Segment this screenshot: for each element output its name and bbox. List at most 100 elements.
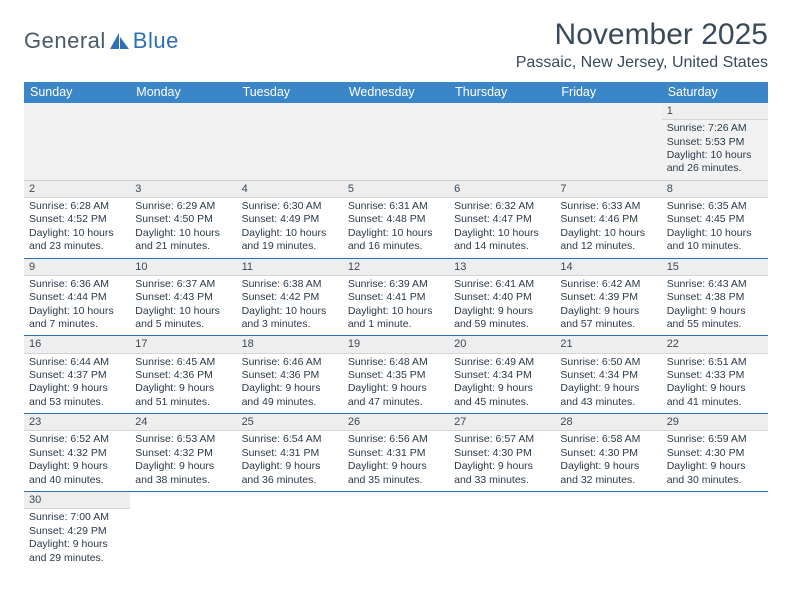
calendar-cell: 30Sunrise: 7:00 AMSunset: 4:29 PMDayligh… (24, 492, 130, 569)
day-detail-line: Sunrise: 6:59 AM (667, 433, 763, 446)
day-detail-line: Sunset: 4:34 PM (560, 369, 656, 382)
calendar-cell-empty (555, 492, 661, 569)
day-detail-line: and 30 minutes. (667, 474, 763, 487)
day-detail-line: Sunset: 4:45 PM (667, 213, 763, 226)
day-number: 24 (130, 414, 236, 431)
day-detail-line: Daylight: 10 hours (454, 227, 550, 240)
day-detail-line: and 38 minutes. (135, 474, 231, 487)
calendar-header-row: SundayMondayTuesdayWednesdayThursdayFrid… (24, 82, 768, 103)
day-detail-line: and 7 minutes. (29, 318, 125, 331)
calendar-cell: 24Sunrise: 6:53 AMSunset: 4:32 PMDayligh… (130, 414, 236, 491)
day-detail-line: and 55 minutes. (667, 318, 763, 331)
day-detail-line: and 45 minutes. (454, 396, 550, 409)
day-header: Monday (130, 82, 236, 103)
day-detail-line: and 53 minutes. (29, 396, 125, 409)
calendar-cell: 5Sunrise: 6:31 AMSunset: 4:48 PMDaylight… (343, 181, 449, 258)
day-detail-line: Sunset: 4:33 PM (667, 369, 763, 382)
calendar-week: 23Sunrise: 6:52 AMSunset: 4:32 PMDayligh… (24, 414, 768, 492)
day-number: 10 (130, 259, 236, 276)
day-number: 18 (237, 336, 343, 353)
day-detail-line: and 5 minutes. (135, 318, 231, 331)
day-detail-line: Sunrise: 6:53 AM (135, 433, 231, 446)
day-number: 6 (449, 181, 555, 198)
day-detail-line: and 19 minutes. (242, 240, 338, 253)
day-number: 30 (24, 492, 130, 509)
day-number: 26 (343, 414, 449, 431)
day-detail-line: Sunset: 4:46 PM (560, 213, 656, 226)
calendar-week: 1Sunrise: 7:26 AMSunset: 5:53 PMDaylight… (24, 103, 768, 181)
day-number: 14 (555, 259, 661, 276)
day-detail-line: Sunrise: 6:29 AM (135, 200, 231, 213)
day-detail-line: and 59 minutes. (454, 318, 550, 331)
day-detail-line: Sunset: 4:36 PM (242, 369, 338, 382)
day-number: 17 (130, 336, 236, 353)
calendar-cell: 11Sunrise: 6:38 AMSunset: 4:42 PMDayligh… (237, 259, 343, 336)
day-number: 25 (237, 414, 343, 431)
day-detail-line: Sunset: 4:30 PM (667, 447, 763, 460)
month-title: November 2025 (516, 18, 768, 52)
day-number: 22 (662, 336, 768, 353)
day-detail-line: and 1 minute. (348, 318, 444, 331)
day-detail-line: Daylight: 9 hours (242, 460, 338, 473)
day-detail-line: Daylight: 10 hours (29, 227, 125, 240)
day-number: 16 (24, 336, 130, 353)
day-detail-line: Daylight: 9 hours (560, 460, 656, 473)
calendar-cell: 22Sunrise: 6:51 AMSunset: 4:33 PMDayligh… (662, 336, 768, 413)
day-detail-line: and 41 minutes. (667, 396, 763, 409)
calendar-cell: 9Sunrise: 6:36 AMSunset: 4:44 PMDaylight… (24, 259, 130, 336)
day-detail-line: Sunset: 4:29 PM (29, 525, 125, 538)
calendar-cell: 17Sunrise: 6:45 AMSunset: 4:36 PMDayligh… (130, 336, 236, 413)
day-detail-line: Sunrise: 6:38 AM (242, 278, 338, 291)
day-number: 15 (662, 259, 768, 276)
day-detail-line: and 26 minutes. (667, 162, 763, 175)
calendar: SundayMondayTuesdayWednesdayThursdayFrid… (24, 82, 768, 569)
calendar-cell: 8Sunrise: 6:35 AMSunset: 4:45 PMDaylight… (662, 181, 768, 258)
day-detail-line: Sunrise: 7:26 AM (667, 122, 763, 135)
day-detail-line: Sunset: 4:30 PM (560, 447, 656, 460)
day-detail-line: Daylight: 10 hours (560, 227, 656, 240)
day-number: 2 (24, 181, 130, 198)
day-detail-line: Daylight: 9 hours (135, 460, 231, 473)
day-detail-line: and 36 minutes. (242, 474, 338, 487)
calendar-cell: 16Sunrise: 6:44 AMSunset: 4:37 PMDayligh… (24, 336, 130, 413)
day-detail-line: Sunset: 4:43 PM (135, 291, 231, 304)
day-detail-line: Sunset: 4:31 PM (242, 447, 338, 460)
calendar-cell-empty (237, 492, 343, 569)
day-number: 9 (24, 259, 130, 276)
calendar-week: 16Sunrise: 6:44 AMSunset: 4:37 PMDayligh… (24, 336, 768, 414)
calendar-cell-empty (343, 103, 449, 180)
day-detail-line: Sunset: 4:48 PM (348, 213, 444, 226)
day-detail-line: Sunset: 4:52 PM (29, 213, 125, 226)
day-detail-line: and 49 minutes. (242, 396, 338, 409)
day-detail-line: Sunset: 4:42 PM (242, 291, 338, 304)
day-detail-line: Daylight: 10 hours (667, 227, 763, 240)
day-number: 7 (555, 181, 661, 198)
day-number: 21 (555, 336, 661, 353)
day-detail-line: Sunrise: 6:33 AM (560, 200, 656, 213)
day-detail-line: Sunrise: 6:56 AM (348, 433, 444, 446)
top-bar: General Blue November 2025 Passaic, New … (24, 18, 768, 72)
calendar-cell: 1Sunrise: 7:26 AMSunset: 5:53 PMDaylight… (662, 103, 768, 180)
logo-text-1: General (24, 28, 106, 54)
day-detail-line: Sunrise: 6:37 AM (135, 278, 231, 291)
calendar-cell: 14Sunrise: 6:42 AMSunset: 4:39 PMDayligh… (555, 259, 661, 336)
day-detail-line: and 51 minutes. (135, 396, 231, 409)
day-detail-line: Sunset: 4:47 PM (454, 213, 550, 226)
calendar-week: 9Sunrise: 6:36 AMSunset: 4:44 PMDaylight… (24, 259, 768, 337)
day-detail-line: Sunrise: 6:52 AM (29, 433, 125, 446)
calendar-cell-empty (24, 103, 130, 180)
day-detail-line: and 10 minutes. (667, 240, 763, 253)
day-detail-line: and 33 minutes. (454, 474, 550, 487)
day-detail-line: and 57 minutes. (560, 318, 656, 331)
day-detail-line: and 47 minutes. (348, 396, 444, 409)
day-detail-line: Daylight: 9 hours (135, 382, 231, 395)
day-detail-line: Sunrise: 6:35 AM (667, 200, 763, 213)
day-detail-line: Daylight: 9 hours (29, 382, 125, 395)
day-detail-line: Sunrise: 6:32 AM (454, 200, 550, 213)
day-detail-line: and 14 minutes. (454, 240, 550, 253)
calendar-cell: 10Sunrise: 6:37 AMSunset: 4:43 PMDayligh… (130, 259, 236, 336)
calendar-body: 1Sunrise: 7:26 AMSunset: 5:53 PMDaylight… (24, 103, 768, 569)
day-detail-line: Daylight: 10 hours (348, 305, 444, 318)
page: General Blue November 2025 Passaic, New … (0, 0, 792, 569)
day-detail-line: Sunset: 4:40 PM (454, 291, 550, 304)
